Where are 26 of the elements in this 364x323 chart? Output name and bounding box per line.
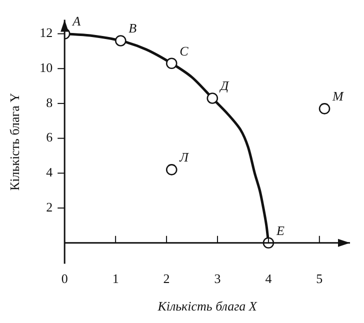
point <box>115 35 126 46</box>
y-tick-label: 8 <box>46 94 53 110</box>
annotation: C <box>180 43 189 58</box>
annotation: A <box>72 14 81 29</box>
x-tick-label: 3 <box>214 271 221 286</box>
annotation: Д <box>218 78 230 94</box>
annotation: E <box>275 222 284 238</box>
annotation: Л <box>178 150 190 165</box>
y-tick-label: 6 <box>46 130 54 145</box>
point <box>166 58 178 70</box>
x-tick-label: 1 <box>112 271 119 286</box>
annotation: M <box>332 88 345 104</box>
x-axis-title: Кількість блага X <box>156 298 258 314</box>
point <box>318 103 330 114</box>
x-tick-label: 4 <box>265 271 272 286</box>
annotation: B <box>128 20 137 36</box>
x-tick-label: 5 <box>316 271 323 286</box>
point <box>166 164 178 176</box>
point <box>206 92 218 104</box>
x-tick-label: 2 <box>163 271 170 286</box>
y-tick-label: 4 <box>46 164 54 180</box>
y-tick-label: 10 <box>40 60 53 76</box>
y-tick-label: 2 <box>46 199 53 214</box>
y-tick-label: 12 <box>40 25 53 40</box>
x-tick-label: 0 <box>61 271 68 286</box>
y-axis-title: Кількість блага Y <box>7 92 22 191</box>
